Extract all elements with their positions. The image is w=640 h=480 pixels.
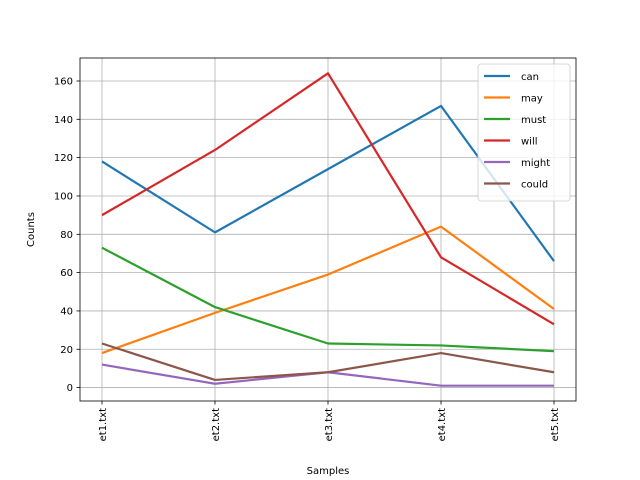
legend-label-might: might <box>521 158 550 169</box>
legend-label-will: will <box>521 137 538 148</box>
y-tick-label: 0 <box>67 383 73 394</box>
x-axis-label: Samples <box>307 466 350 477</box>
x-tick-label: et2.txt <box>211 408 222 441</box>
x-tick-label: et1.txt <box>98 408 109 441</box>
legend-label-can: can <box>521 72 539 83</box>
x-axis-ticks: et1.txt et2.txt et3.txt et4.txt et5.txt <box>98 401 561 441</box>
series-line-must <box>101 246 555 353</box>
y-axis-label: Counts <box>26 212 37 247</box>
series-line-could <box>101 342 555 382</box>
y-tick-label: 140 <box>54 115 73 126</box>
legend-label-may: may <box>521 94 543 105</box>
legend: can may must will might could <box>477 63 571 202</box>
x-tick-label: et3.txt <box>324 408 335 441</box>
y-tick-label: 80 <box>60 230 73 241</box>
x-tick-label: et5.txt <box>550 408 561 441</box>
y-tick-label: 20 <box>60 345 73 356</box>
series-line-will <box>101 72 555 326</box>
y-tick-label: 100 <box>54 191 73 202</box>
y-axis-ticks: 0 20 40 60 80 100 120 140 160 <box>54 76 80 394</box>
y-tick-label: 120 <box>54 153 73 164</box>
legend-label-could: could <box>521 180 548 191</box>
x-tick-label: et4.txt <box>437 408 448 441</box>
legend-label-must: must <box>521 115 546 126</box>
series-line-may <box>101 225 555 355</box>
y-tick-label: 60 <box>60 268 73 279</box>
y-tick-label: 40 <box>60 306 73 317</box>
series-lines <box>101 72 555 387</box>
y-tick-label: 160 <box>54 76 73 87</box>
